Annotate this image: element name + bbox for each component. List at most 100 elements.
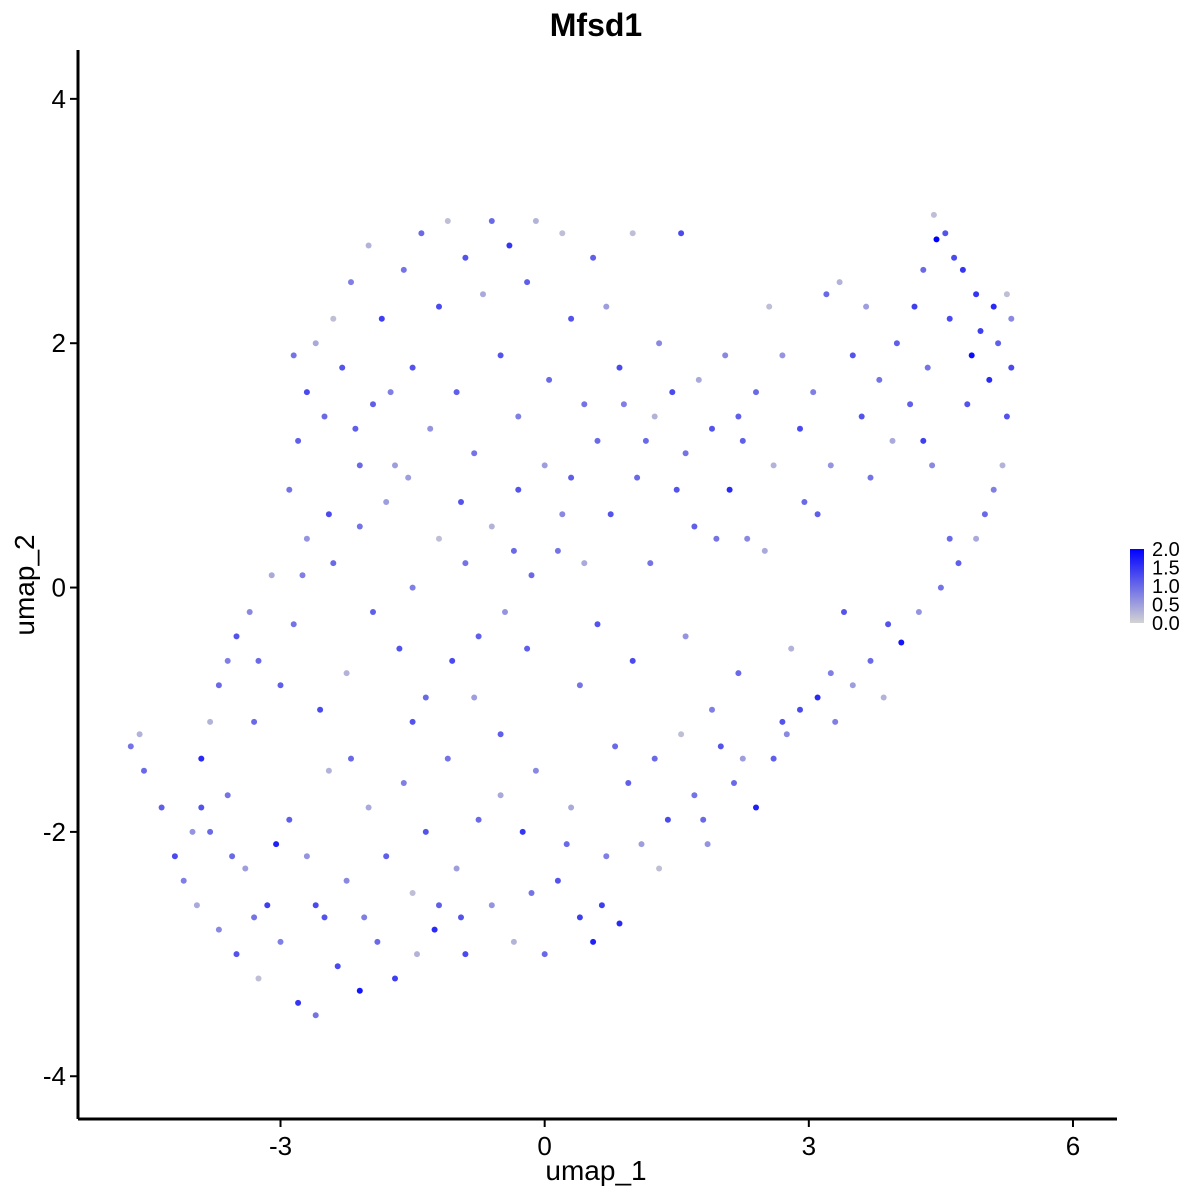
data-point-94 [836, 279, 843, 286]
data-point-97 [797, 425, 803, 432]
data-point-170 [515, 413, 522, 420]
data-point-43 [541, 951, 548, 958]
data-point-140 [233, 633, 240, 640]
data-point-239 [739, 437, 746, 444]
data-point-141 [224, 657, 231, 664]
data-point-8 [207, 828, 214, 835]
data-point-1 [136, 731, 143, 738]
data-point-103 [709, 425, 715, 432]
data-point-237 [801, 499, 808, 505]
data-point-121 [475, 633, 482, 640]
data-point-47 [590, 938, 597, 945]
data-point-19 [303, 853, 310, 860]
data-point-61 [783, 731, 790, 738]
data-point-195 [709, 706, 715, 713]
data-point-74 [990, 486, 997, 493]
data-point-105 [682, 450, 689, 457]
data-point-228 [986, 376, 993, 383]
legend-break-label-2: 1.0 [1152, 576, 1180, 598]
data-point-155 [378, 315, 385, 322]
data-point-204 [594, 621, 601, 628]
data-point-102 [722, 352, 729, 359]
data-point-165 [471, 450, 478, 457]
data-point-208 [251, 914, 258, 921]
legend-colorbar [1130, 549, 1144, 623]
data-point-63 [814, 694, 821, 701]
data-point-79 [1003, 291, 1010, 298]
data-point-93 [849, 352, 856, 359]
data-point-17 [286, 816, 293, 823]
data-point-53 [664, 816, 671, 823]
x-tick-label-3: 6 [1066, 1131, 1080, 1161]
data-point-143 [207, 718, 214, 725]
data-point-176 [581, 401, 588, 408]
data-point-128 [383, 499, 390, 505]
data-point-201 [744, 535, 751, 542]
data-point-172 [532, 218, 539, 224]
data-point-227 [964, 401, 971, 408]
data-point-42 [532, 767, 539, 774]
data-point-139 [246, 609, 253, 615]
data-point-51 [638, 841, 645, 848]
data-point-46 [576, 914, 583, 921]
data-point-164 [462, 254, 469, 261]
data-point-37 [475, 816, 482, 823]
data-point-116 [541, 462, 548, 469]
data-point-152 [356, 462, 363, 469]
data-point-38 [488, 902, 495, 909]
data-point-149 [330, 315, 337, 322]
data-point-96 [810, 389, 817, 396]
data-point-134 [303, 535, 310, 542]
data-point-49 [616, 920, 623, 927]
data-point-111 [607, 511, 614, 518]
data-point-21 [321, 914, 328, 921]
data-point-18 [295, 999, 302, 1006]
x-tick-label-1: 0 [537, 1131, 551, 1161]
data-point-86 [933, 236, 940, 243]
data-point-7 [198, 755, 205, 762]
x-tick-label-0: -3 [269, 1131, 292, 1161]
data-point-108 [651, 413, 658, 420]
data-point-124 [436, 535, 442, 542]
data-point-6 [193, 902, 200, 909]
data-point-117 [528, 572, 535, 579]
data-point-83 [959, 266, 966, 273]
data-point-153 [365, 242, 372, 249]
data-point-168 [497, 352, 504, 359]
data-point-173 [546, 376, 553, 383]
data-point-10 [224, 792, 231, 799]
data-point-55 [691, 792, 698, 799]
data-point-199 [920, 437, 927, 444]
data-point-167 [488, 218, 495, 224]
data-point-190 [682, 633, 689, 640]
data-point-27 [374, 938, 381, 945]
data-point-213 [361, 914, 368, 921]
data-point-48 [603, 853, 610, 860]
data-point-66 [867, 657, 874, 664]
data-point-159 [418, 230, 425, 237]
data-point-224 [880, 694, 887, 701]
data-point-226 [929, 462, 936, 469]
x-tick-label-2: 3 [802, 1131, 816, 1161]
data-point-161 [436, 303, 442, 310]
data-point-4 [171, 853, 178, 860]
data-point-188 [576, 682, 583, 689]
data-point-133 [317, 706, 324, 713]
data-point-68 [898, 639, 905, 646]
data-point-0 [127, 743, 134, 750]
data-point-81 [977, 328, 984, 334]
data-point-148 [321, 413, 328, 420]
data-point-179 [616, 364, 623, 371]
data-point-130 [356, 523, 363, 530]
data-point-231 [946, 315, 953, 322]
data-point-75 [999, 462, 1006, 469]
data-point-184 [348, 755, 354, 762]
legend-ticks: 0.00.51.01.52.0 [1152, 539, 1180, 635]
data-point-194 [612, 743, 619, 750]
data-point-59 [753, 804, 759, 811]
data-point-248 [325, 511, 332, 518]
data-point-9 [215, 926, 222, 933]
y-tick-label-3: 2 [52, 328, 66, 358]
y-axis-label: umap_2 [9, 534, 40, 635]
